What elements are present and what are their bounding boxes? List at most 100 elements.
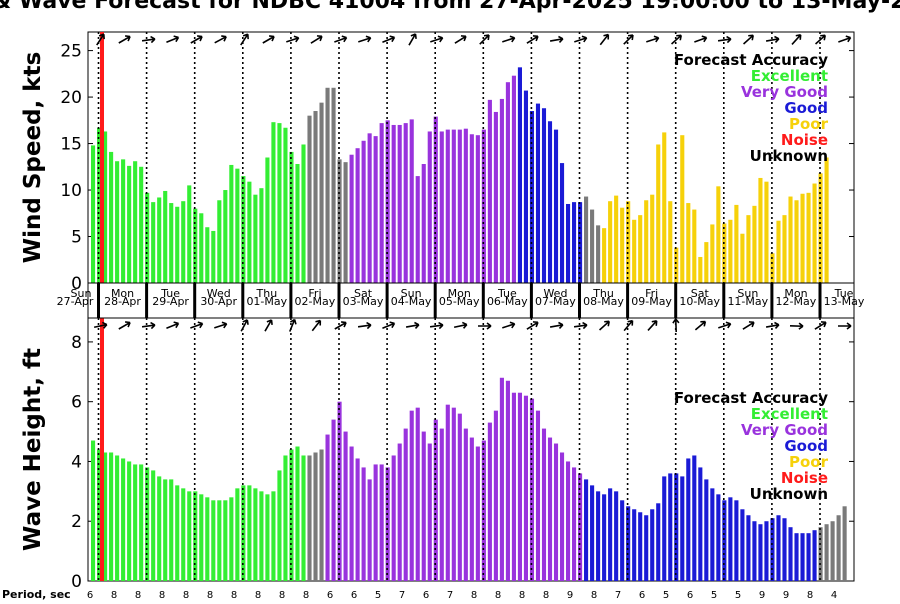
data-bar bbox=[409, 410, 414, 581]
data-bar bbox=[235, 168, 240, 283]
data-bar bbox=[193, 208, 198, 283]
period-value: 8 bbox=[231, 590, 237, 600]
data-bar bbox=[469, 437, 474, 581]
data-bar bbox=[824, 157, 829, 283]
wave-height-panel: 0 2 4 6 8 Wave Height, ft Forecast AccuracyExc… bbox=[20, 317, 855, 592]
data-bar bbox=[445, 129, 450, 283]
y-tick-label: 15 bbox=[60, 135, 82, 155]
data-bar bbox=[379, 123, 384, 284]
data-bar bbox=[752, 521, 757, 581]
data-bar bbox=[584, 479, 589, 581]
day-name-label: Mon bbox=[111, 287, 134, 300]
data-bar bbox=[211, 230, 216, 283]
period-value: 8 bbox=[519, 590, 525, 600]
data-bar bbox=[397, 124, 402, 284]
data-bar bbox=[475, 446, 480, 581]
data-bar bbox=[187, 491, 192, 581]
data-bar bbox=[361, 467, 366, 581]
data-bar bbox=[199, 213, 204, 283]
data-bar bbox=[127, 165, 132, 283]
y-axis-label: Wave Height, ft bbox=[20, 348, 46, 551]
direction-arrow-icon bbox=[623, 34, 634, 45]
data-bar bbox=[391, 455, 396, 581]
data-bar bbox=[319, 449, 324, 581]
direction-arrow-icon bbox=[310, 35, 323, 44]
data-bar bbox=[584, 196, 589, 283]
direction-arrow-icon bbox=[118, 321, 131, 330]
data-bar bbox=[716, 494, 721, 581]
direction-arrow-icon bbox=[408, 33, 417, 46]
direction-arrow-icon bbox=[405, 321, 420, 329]
data-bar bbox=[451, 129, 456, 283]
direction-arrow-icon bbox=[646, 35, 660, 43]
data-bar bbox=[764, 521, 769, 581]
legend-entry: Poor bbox=[789, 115, 829, 133]
data-bar bbox=[511, 75, 516, 283]
y-tick-label: 20 bbox=[60, 88, 82, 108]
data-bar bbox=[427, 131, 432, 283]
data-bar bbox=[487, 422, 492, 581]
direction-arrow-icon bbox=[599, 33, 610, 46]
data-bar bbox=[505, 82, 510, 283]
direction-arrow-icon bbox=[717, 35, 732, 44]
data-bar bbox=[217, 500, 222, 581]
data-bar bbox=[199, 494, 204, 581]
date-label: 03-May bbox=[343, 295, 384, 308]
date-label: 27-Apr bbox=[57, 295, 94, 308]
y-tick-label: 4 bbox=[71, 452, 82, 472]
direction-arrow-icon bbox=[549, 35, 564, 43]
data-bar bbox=[559, 163, 565, 283]
data-bar bbox=[782, 518, 787, 581]
data-bar bbox=[632, 219, 637, 283]
direction-arrow-icon bbox=[718, 321, 732, 329]
day-name-label: Tue bbox=[497, 287, 517, 300]
data-bar bbox=[836, 515, 841, 581]
data-bar bbox=[205, 227, 210, 283]
data-bar bbox=[451, 407, 456, 581]
y-tick-label: 2 bbox=[71, 512, 82, 532]
data-bar bbox=[229, 497, 234, 581]
legend-entry: Noise bbox=[781, 131, 828, 149]
direction-arrow-icon bbox=[190, 321, 204, 329]
data-bar bbox=[193, 491, 198, 581]
data-bar bbox=[565, 203, 571, 283]
data-bar bbox=[307, 115, 312, 284]
direction-arrow-icon bbox=[599, 320, 610, 331]
direction-arrow-icon bbox=[789, 322, 804, 330]
direction-arrow-icon bbox=[382, 35, 396, 43]
data-bar bbox=[247, 485, 252, 581]
data-bar bbox=[253, 194, 258, 283]
data-bar bbox=[115, 455, 120, 581]
period-value: 6 bbox=[639, 590, 645, 600]
direction-arrow-icon bbox=[526, 321, 539, 330]
data-bar bbox=[517, 67, 522, 283]
direction-arrow-icon bbox=[549, 321, 564, 329]
data-bar bbox=[163, 479, 168, 581]
data-bar bbox=[812, 530, 817, 581]
legend-entry: Excellent bbox=[751, 67, 828, 85]
data-bar bbox=[475, 135, 480, 283]
data-bar bbox=[511, 392, 516, 581]
data-bar bbox=[181, 201, 186, 283]
data-bar bbox=[271, 491, 276, 581]
data-bar bbox=[109, 452, 114, 581]
data-bar bbox=[415, 176, 420, 283]
data-bar bbox=[337, 401, 342, 581]
data-bar bbox=[139, 464, 144, 581]
data-bar bbox=[842, 506, 847, 581]
data-bar bbox=[668, 201, 673, 283]
direction-arrow-icon bbox=[742, 321, 755, 330]
data-bar bbox=[469, 134, 474, 283]
direction-arrow-icon bbox=[838, 322, 852, 330]
direction-arrow-icon bbox=[190, 35, 203, 44]
data-bar bbox=[433, 116, 438, 283]
direction-arrow-icon bbox=[574, 35, 588, 43]
data-bar bbox=[181, 488, 186, 581]
period-row: Period, sec 6 8 8 8 8 8 8 8 8 8 6 6 5 7 6 7 8 8 8 8 9 8 7 6 5 6 5 5… bbox=[2, 588, 837, 601]
day-name-label: Wed bbox=[207, 287, 231, 300]
data-bar bbox=[355, 148, 360, 283]
data-bar bbox=[728, 219, 733, 283]
direction-arrow-icon bbox=[454, 35, 467, 44]
direction-arrow-icon bbox=[311, 319, 322, 332]
direction-arrow-icon bbox=[118, 35, 131, 44]
